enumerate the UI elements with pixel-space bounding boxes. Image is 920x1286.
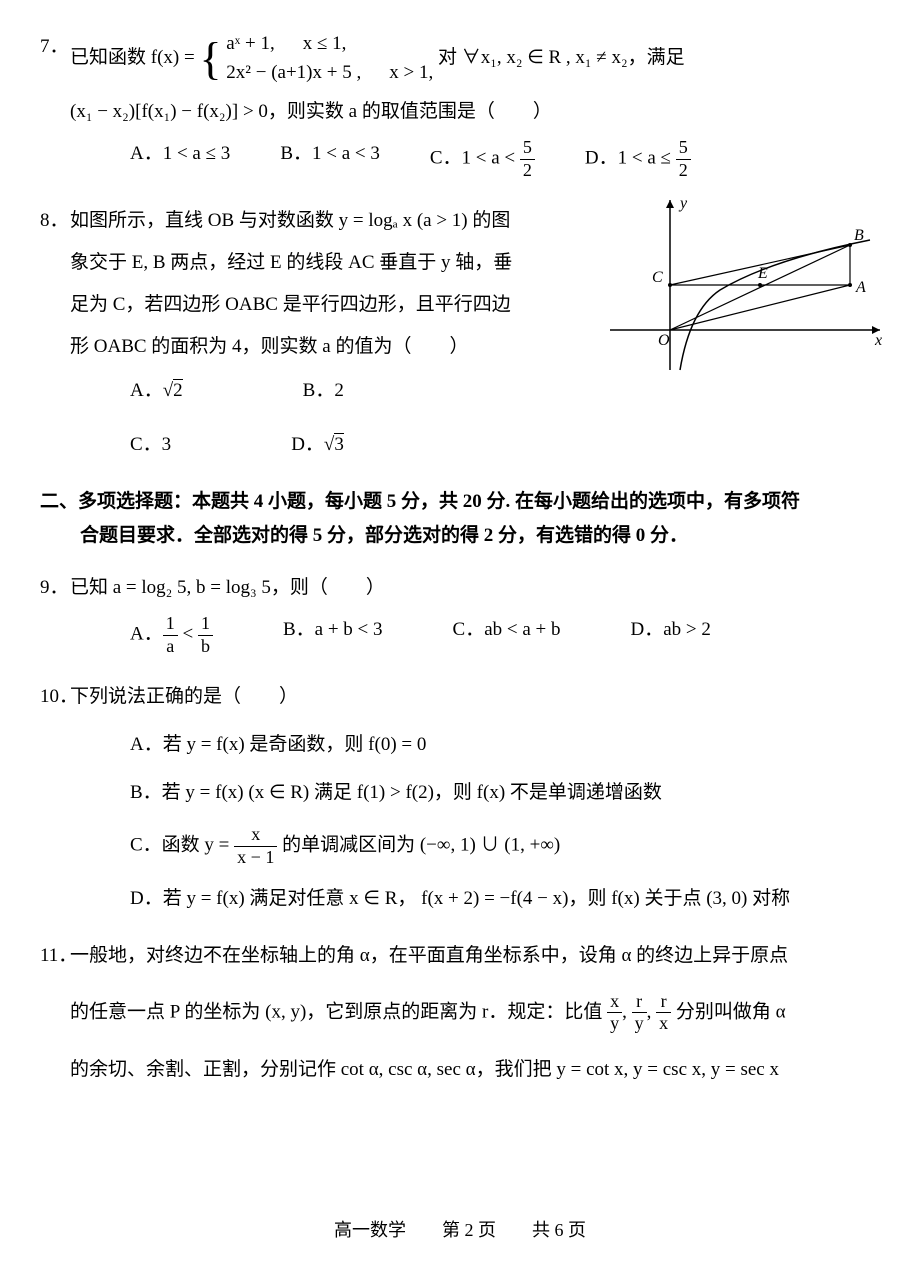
section2-l2: 合题目要求．全部选对的得 5 分，部分选对的得 2 分，有选错的得 0 分． [40, 519, 860, 553]
frac-d: 2 [676, 160, 691, 182]
frac-d: x [656, 1013, 671, 1035]
label-E: E [757, 265, 768, 282]
q11-number: 11． [40, 939, 77, 973]
q7-options: A．1 < a ≤ 3 B．1 < a < 3 C．1 < a < 52 D．1… [70, 137, 860, 181]
q9-optA-pre: A． [130, 624, 163, 645]
q7-optB: B．1 < a < 3 [280, 137, 380, 181]
q8-optA-pre: A． [130, 380, 163, 401]
frac-n: x [234, 824, 277, 847]
q7-number: 7． [40, 30, 69, 64]
section2-l1: 二、多项选择题：本题共 4 小题，每小题 5 分，共 20 分. 在每小题给出的… [40, 485, 860, 519]
q7-optD: D．1 < a ≤ 52 [585, 137, 691, 181]
q10-C-pre: C．函数 y = [130, 835, 234, 856]
q10-optD: D．若 y = f(x) 满足对任意 x ∈ R， f(x + 2) = −f(… [130, 882, 860, 916]
question-9: 9． 已知 a = log₂ 5, b = log₃ 5，则（ ） A．1a <… [70, 571, 860, 658]
q8-options-row1: A．√2 B．2 [70, 374, 630, 408]
q7-optA: A．1 < a ≤ 3 [130, 137, 230, 181]
q8-figure: y x O C E A B [610, 190, 890, 390]
q8-svg: y x O C E A B [610, 190, 890, 390]
q11-l1: 一般地，对终边不在坐标轴上的角 α，在平面直角坐标系中，设角 α 的终边上异于原… [70, 939, 860, 973]
label-x: x [874, 332, 882, 349]
page-footer: 高一数学 第 2 页 共 6 页 [0, 1214, 920, 1246]
q7-stem-line1: 已知函数 f(x) = { aˣ + 1, x ≤ 1, 2x² − (a+1)… [70, 30, 860, 87]
question-11: 11． 一般地，对终边不在坐标轴上的角 α，在平面直角坐标系中，设角 α 的终边… [70, 939, 860, 1088]
q11-l2: 的任意一点 P 的坐标为 (x, y)，它到原点的距离为 r．规定：比值 xy,… [70, 991, 860, 1035]
q7-pw1b: x ≤ 1, [303, 30, 347, 59]
q8-optD-sqrt: 3 [334, 433, 344, 455]
comma: , [622, 1001, 632, 1022]
q8-optA-sqrt: 2 [173, 379, 183, 401]
q7-line2: (x₁ − x₂)[f(x₁) − f(x₂)] > 0，则实数 a 的取值范围… [70, 95, 860, 129]
label-B: B [854, 227, 864, 244]
q10-C-post: 的单调减区间为 (−∞, 1) ∪ (1, +∞) [277, 835, 560, 856]
frac-d: y [632, 1013, 647, 1035]
question-10: 10． 下列说法正确的是（ ） A．若 y = f(x) 是奇函数，则 f(0)… [70, 680, 860, 917]
question-8: 8． 如图所示，直线 OB 与对数函数 y = logₐ x (a > 1) 的… [70, 204, 630, 463]
q9-optC: C．ab < a + b [453, 613, 561, 657]
q8-optD: D．√3 [291, 428, 344, 462]
label-A: A [855, 279, 866, 296]
q7-optC-pre: C．1 < a < [430, 148, 520, 169]
q7-piecewise: aˣ + 1, x ≤ 1, 2x² − (a+1)x + 5 , x > 1, [226, 30, 433, 87]
comma: , [647, 1001, 657, 1022]
q9-optA: A．1a < 1b [130, 613, 213, 657]
q10-optA: A．若 y = f(x) 是奇函数，则 f(0) = 0 [130, 728, 860, 762]
question-7: 7． 已知函数 f(x) = { aˣ + 1, x ≤ 1, 2x² − (a… [70, 30, 860, 182]
q8-number: 8． [40, 204, 69, 238]
q8-l2: 象交于 E, B 两点，经过 E 的线段 AC 垂直于 y 轴，垂 [70, 246, 630, 280]
label-O: O [658, 332, 670, 349]
label-y: y [678, 195, 688, 212]
q7-pw1a: aˣ + 1, [226, 30, 274, 59]
q11-l2-post: 分别叫做角 α [671, 1001, 785, 1022]
q9-stem: 已知 a = log₂ 5, b = log₃ 5，则（ ） [70, 571, 860, 605]
q8-optC: C．3 [130, 428, 171, 462]
frac-n: x [607, 991, 622, 1014]
q10-number: 10． [40, 680, 78, 714]
q9-optB: B．a + b < 3 [283, 613, 383, 657]
q11-l3: 的余切、余割、正割，分别记作 cot α, csc α, sec α，我们把 y… [70, 1053, 860, 1087]
q9-number: 9． [40, 571, 69, 605]
q7-optC: C．1 < a < 52 [430, 137, 535, 181]
q7-pw2a: 2x² − (a+1)x + 5 , [226, 59, 361, 88]
frac-d: x − 1 [234, 847, 277, 869]
q11-l2-pre: 的任意一点 P 的坐标为 (x, y)，它到原点的距离为 r．规定：比值 [70, 1001, 607, 1022]
q7-optD-pre: D．1 < a ≤ [585, 148, 676, 169]
frac-n: 1 [163, 613, 178, 636]
frac-n: 5 [676, 137, 691, 160]
frac-n: r [632, 991, 647, 1014]
q9-options: A．1a < 1b B．a + b < 3 C．ab < a + b D．ab … [70, 613, 860, 657]
q8-l1: 如图所示，直线 OB 与对数函数 y = logₐ x (a > 1) 的图 [70, 204, 630, 238]
q8-optA: A．√2 [130, 374, 183, 408]
q8-optD-pre: D． [291, 434, 324, 455]
frac-n: r [656, 991, 671, 1014]
section-2-header: 二、多项选择题：本题共 4 小题，每小题 5 分，共 20 分. 在每小题给出的… [40, 485, 860, 553]
frac-d: 2 [520, 160, 535, 182]
q10-optC: C．函数 y = xx − 1 的单调减区间为 (−∞, 1) ∪ (1, +∞… [130, 824, 860, 868]
frac-d: b [198, 636, 213, 658]
label-C: C [652, 269, 663, 286]
q7-stem-suffix: 对 ∀x₁, x₂ ∈ R , x₁ ≠ x₂，满足 [438, 47, 685, 68]
q8-l4: 形 OABC 的面积为 4，则实数 a 的值为（ ） [70, 330, 630, 364]
q8-options-row2: C．3 D．√3 [70, 428, 630, 462]
q8-optB: B．2 [303, 374, 344, 408]
frac-d: a [163, 636, 178, 658]
q9-optD: D．ab > 2 [631, 613, 711, 657]
q9-optA-mid: < [178, 624, 198, 645]
q8-l3: 足为 C，若四边形 OABC 是平行四边形，且平行四边 [70, 288, 630, 322]
q7-stem-prefix: 已知函数 f(x) = [70, 47, 199, 68]
frac-d: y [607, 1013, 622, 1035]
q7-pw2b: x > 1, [389, 59, 433, 88]
frac-n: 1 [198, 613, 213, 636]
brace-icon: { [199, 36, 221, 82]
frac-n: 5 [520, 137, 535, 160]
q10-optB: B．若 y = f(x) (x ∈ R) 满足 f(1) > f(2)，则 f(… [130, 776, 860, 810]
q10-stem: 下列说法正确的是（ ） [70, 680, 860, 714]
